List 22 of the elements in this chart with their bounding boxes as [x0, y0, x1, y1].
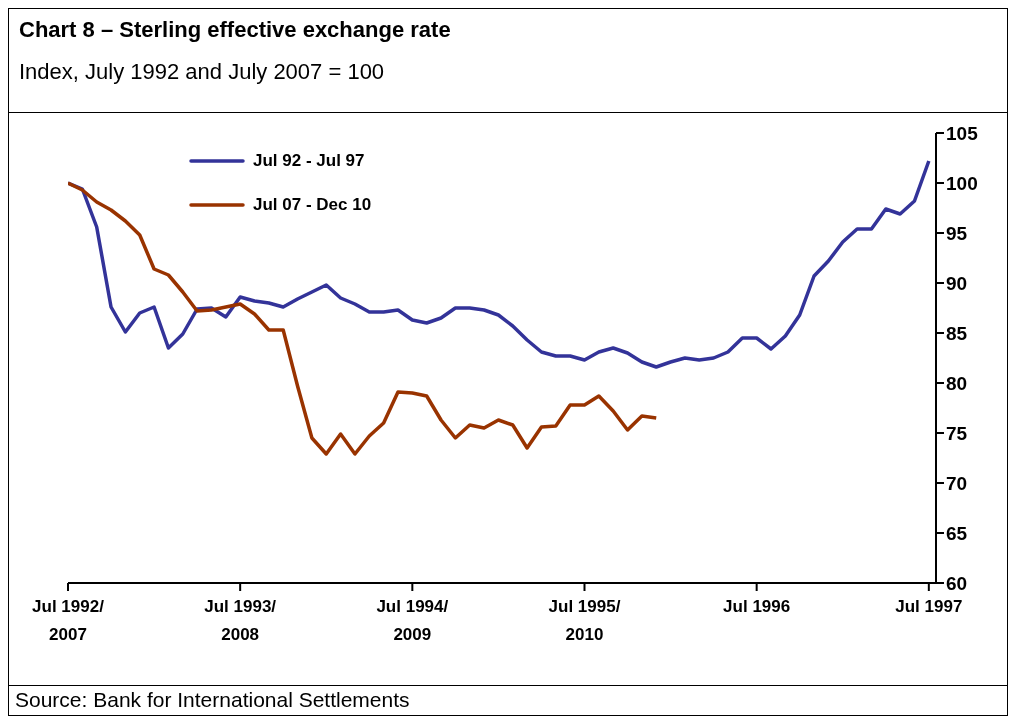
- source-note: Source: Bank for International Settlements: [15, 688, 410, 711]
- y-tick-label: 100: [946, 172, 978, 194]
- x-tick-label: Jul 1993/2008: [204, 597, 277, 644]
- y-tick-label: 80: [946, 372, 968, 394]
- x-tick-label: Jul 1996: [723, 597, 791, 617]
- legend-label: Jul 92 - Jul 97: [253, 151, 365, 171]
- chart-subtitle: Index, July 1992 and July 2007 = 100: [19, 59, 386, 85]
- y-tick-label: 105: [946, 122, 979, 144]
- y-tick-label: 60: [946, 572, 968, 594]
- y-tick-label: 85: [946, 322, 968, 344]
- x-tick-label: Jul 1995/2010: [548, 597, 621, 644]
- x-tick-label: Jul 1992/2007: [32, 597, 105, 644]
- y-tick-label: 75: [946, 422, 968, 444]
- y-tick-label: 70: [946, 472, 968, 494]
- y-tick-label: 95: [946, 222, 968, 244]
- legend-label: Jul 07 - Dec 10: [253, 195, 372, 215]
- line-series: [68, 181, 658, 456]
- y-tick-label: 65: [946, 522, 968, 544]
- y-tick-label: 90: [946, 272, 968, 294]
- x-tick-label: Jul 1994/2009: [376, 597, 449, 644]
- x-tick-label: Jul 1997: [895, 597, 963, 617]
- chart-title: Chart 8 – Sterling effective exchange rate: [19, 17, 452, 43]
